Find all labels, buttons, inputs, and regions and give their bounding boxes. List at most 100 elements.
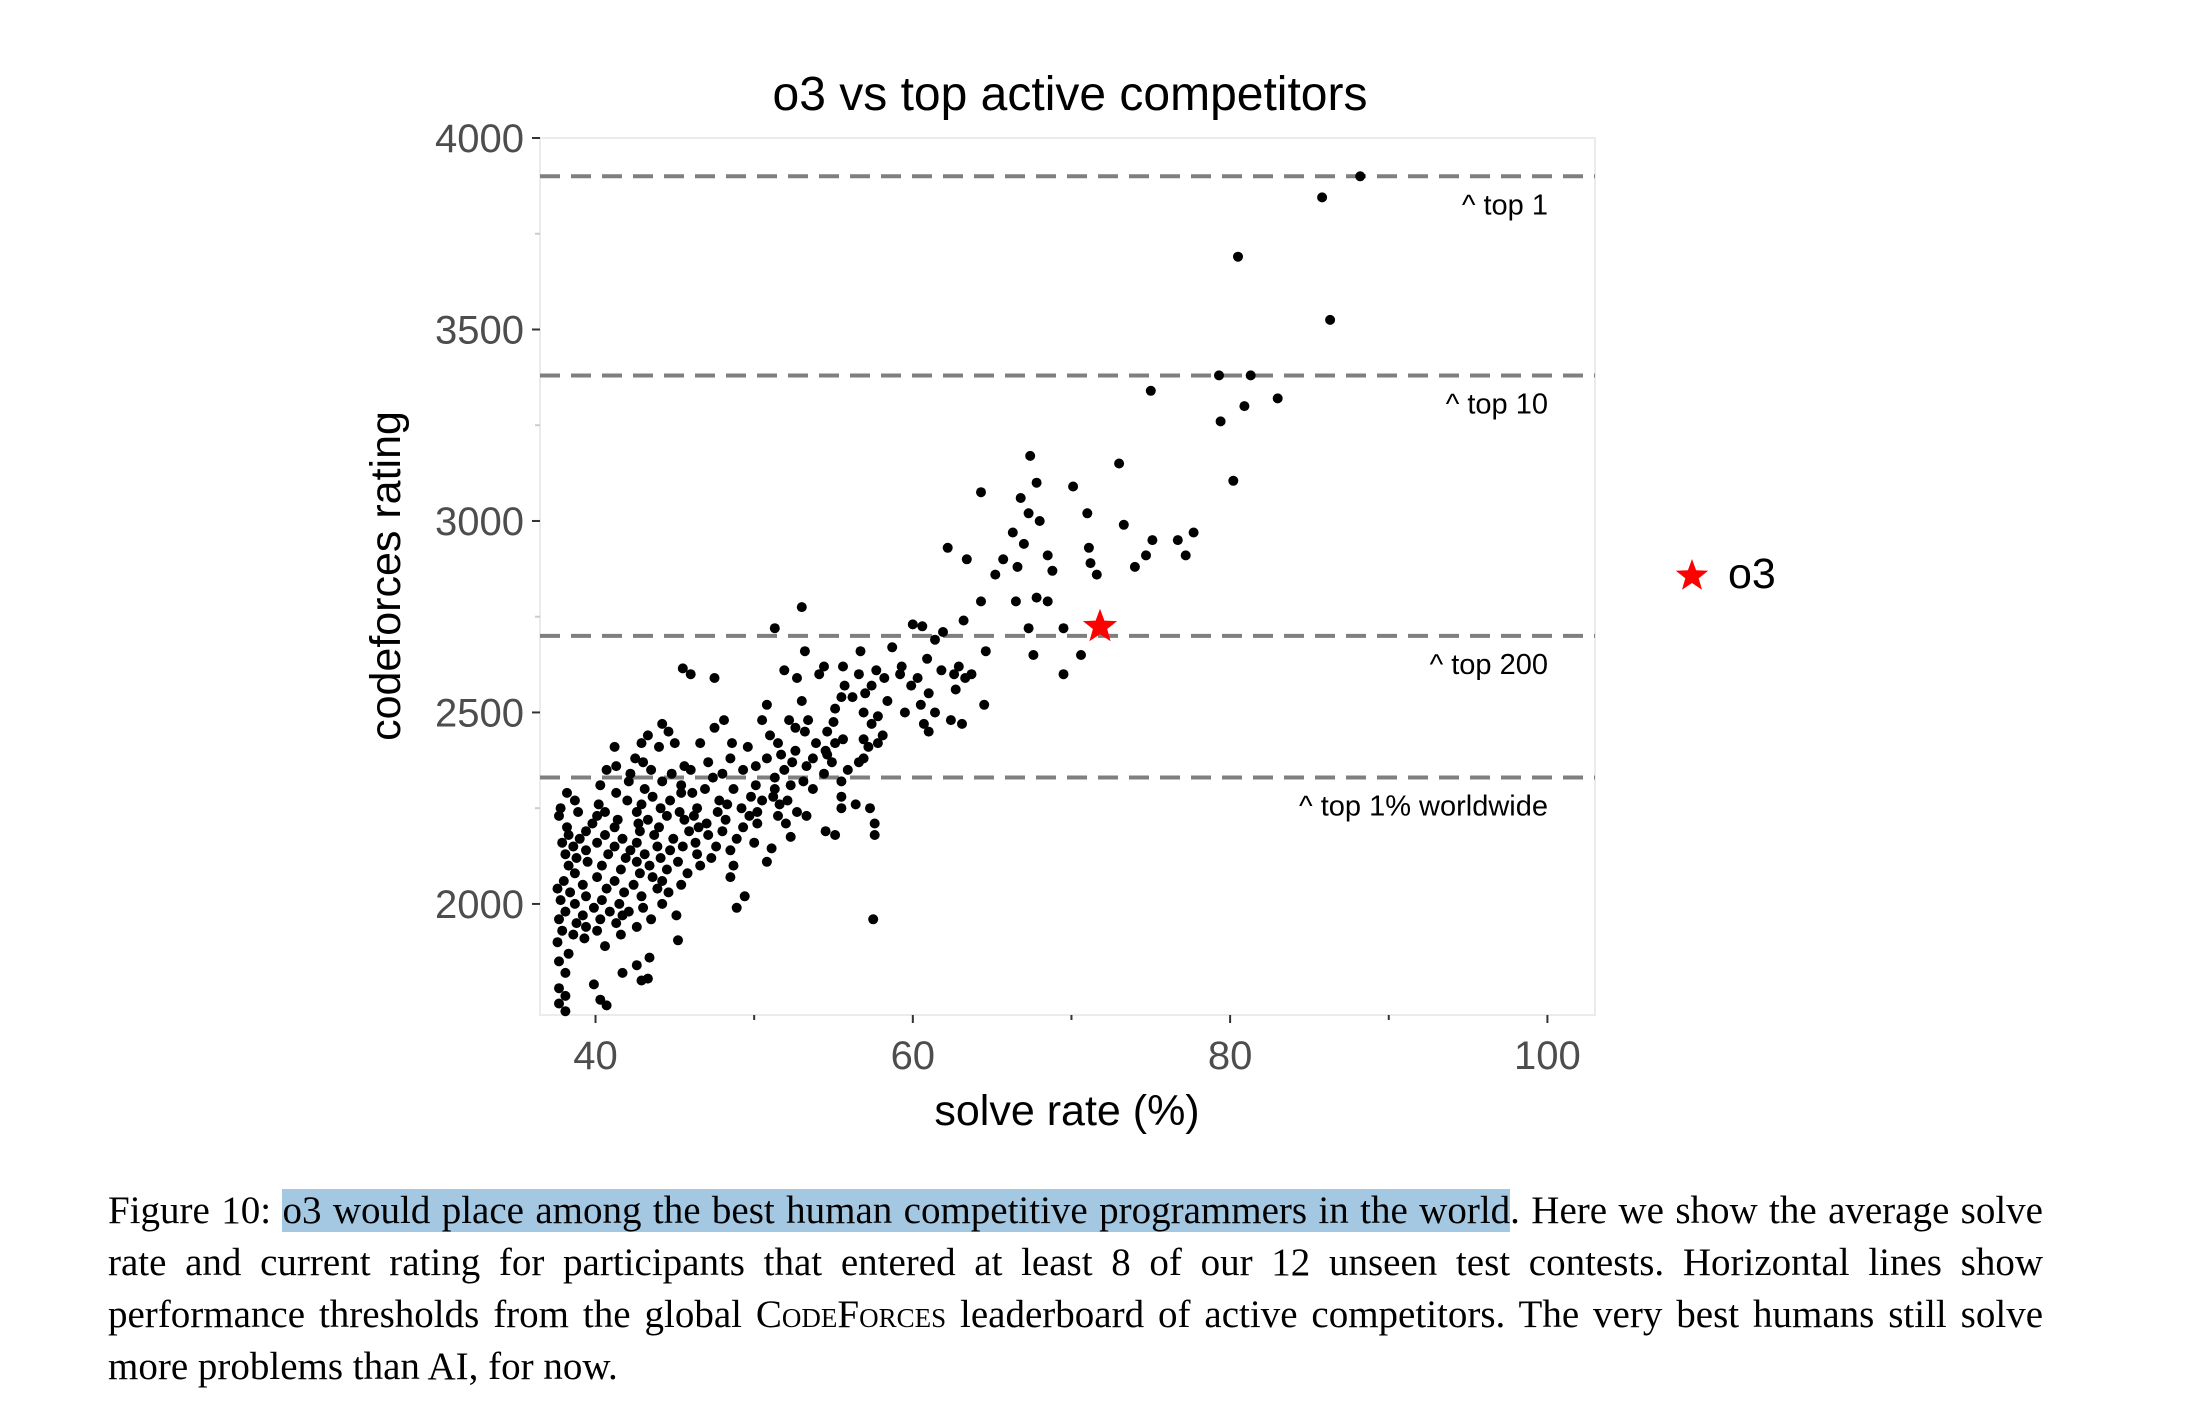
data-point (787, 757, 798, 768)
o3-star-point (1082, 608, 1118, 642)
data-point (562, 787, 572, 798)
data-point (628, 879, 639, 890)
data-point (612, 814, 623, 825)
data-point (792, 673, 802, 683)
data-point (761, 699, 772, 710)
data-point (906, 680, 917, 691)
data-point (1091, 569, 1102, 580)
data-point (838, 734, 848, 745)
data-point (631, 807, 642, 817)
data-point (703, 830, 714, 840)
data-point (574, 833, 585, 844)
axis-ticks: 40 60 80 100 2000 2500 3000 3500 4000 (435, 117, 1581, 1078)
data-point (915, 699, 926, 710)
data-point (839, 680, 850, 691)
data-point (1023, 508, 1034, 519)
data-point (820, 826, 831, 837)
data-point (1145, 385, 1156, 396)
data-point (571, 918, 582, 929)
data-point (922, 653, 933, 664)
data-point (676, 780, 687, 791)
data-point (569, 868, 580, 879)
data-point (836, 776, 847, 787)
data-point (872, 738, 883, 749)
o3-marker (1082, 608, 1118, 642)
data-point (790, 745, 801, 756)
data-point (634, 868, 645, 879)
data-point (625, 845, 636, 856)
data-point (1083, 542, 1094, 553)
data-point (611, 761, 622, 772)
data-point (661, 864, 672, 875)
data-point (592, 837, 603, 848)
data-point (822, 726, 833, 737)
data-point (563, 948, 574, 959)
data-point (569, 795, 580, 806)
data-point (746, 791, 756, 802)
data-point (896, 661, 907, 672)
data-point (709, 722, 720, 733)
data-points (552, 171, 1366, 1017)
data-point (1141, 550, 1151, 561)
data-point (855, 646, 866, 657)
data-point (814, 669, 825, 680)
data-point (784, 715, 795, 726)
data-point (555, 803, 566, 814)
data-point (552, 937, 563, 948)
data-point (774, 799, 785, 810)
data-point (568, 841, 579, 852)
scatter-chart: o3 vs top active competitors 40 60 80 100 20… (362, 68, 1776, 1135)
data-point (728, 860, 739, 871)
data-point (1114, 458, 1125, 469)
data-point (918, 718, 929, 729)
figure-caption: Figure 10: o3 would place among the best… (108, 1185, 2043, 1393)
data-point (1042, 596, 1053, 607)
data-point (744, 810, 755, 821)
data-point (1042, 550, 1053, 561)
y-tick-label: 3500 (435, 308, 524, 352)
data-point (1031, 477, 1042, 488)
data-point (620, 853, 631, 863)
data-point (657, 776, 668, 787)
data-point (725, 845, 736, 856)
data-point (600, 830, 610, 840)
data-point (830, 738, 841, 749)
legend-label-o3: o3 (1728, 550, 1776, 598)
data-point (858, 707, 869, 718)
data-point (685, 764, 696, 775)
data-point (601, 883, 612, 894)
data-point (717, 826, 728, 837)
data-point (631, 856, 642, 867)
legend-star-icon (1675, 559, 1709, 590)
data-point (976, 487, 986, 498)
data-point (654, 822, 664, 833)
data-point (798, 776, 809, 787)
data-point (581, 845, 591, 856)
x-tick-label: 60 (891, 1034, 936, 1078)
data-point (592, 925, 603, 936)
data-point (665, 795, 676, 806)
data-point (631, 921, 642, 932)
data-point (611, 918, 622, 929)
data-point (692, 849, 703, 860)
data-point (636, 975, 647, 986)
data-point (595, 780, 606, 791)
data-point (738, 822, 749, 833)
data-point (766, 843, 777, 854)
plot-panel (539, 137, 1596, 1016)
data-point (773, 810, 783, 821)
data-point (655, 803, 666, 814)
data-point (912, 673, 923, 683)
data-point (625, 768, 636, 779)
data-point (1023, 623, 1034, 634)
data-point (853, 757, 864, 768)
threshold-label: ^ top 200 (1430, 649, 1548, 681)
data-point (571, 853, 582, 863)
data-point (701, 818, 712, 829)
data-point (563, 830, 574, 840)
data-point (807, 753, 818, 764)
data-point (619, 887, 630, 898)
legend: o3 (1675, 550, 1776, 598)
data-point (782, 795, 793, 806)
data-point (750, 780, 761, 791)
